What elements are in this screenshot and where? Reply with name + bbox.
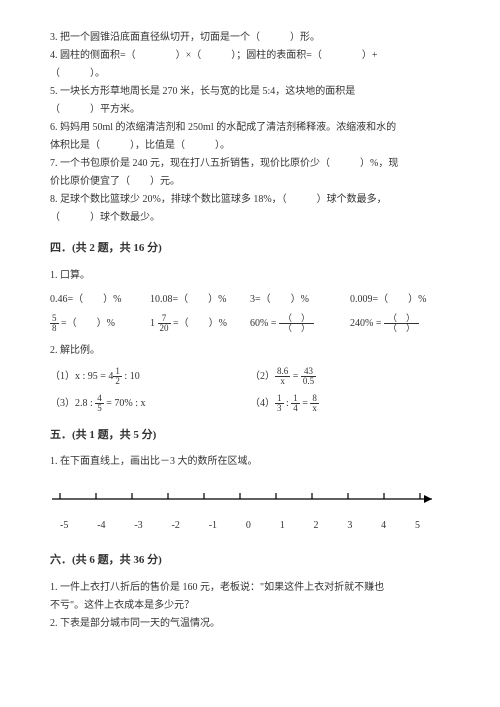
fraction-blank-1: （ ）（ ） (279, 314, 314, 333)
tick-label: 5 (415, 518, 420, 534)
solve-3-post: = 70% : x (104, 397, 146, 408)
tick-label: 4 (381, 518, 386, 534)
fraction-8-x: 8x (310, 394, 319, 413)
fraction-86-x: 8.6x (275, 367, 290, 386)
number-line-labels: -5 -4 -3 -2 -1 0 1 2 3 4 5 (60, 518, 420, 534)
solve-row-2: （3）2.8 : 45 = 70% : x （4）13 : 14 = 8x (50, 394, 450, 413)
solve-4: （4）13 : 14 = 8x (250, 394, 450, 413)
solve-1: （1）x : 95 = 412 : 10 (50, 367, 250, 386)
calc-r2c2-pre: 1 (150, 317, 158, 328)
solve-4-mid: : (284, 397, 292, 408)
calc-r2c3-pre: 60% = (250, 317, 279, 328)
question-6-line2: 体积比是（ ），比值是（ ）。 (50, 138, 450, 154)
calc-row-2: 58 =（ ）% 1 720 =（ ）% 60% = （ ）（ ） 240% =… (50, 314, 450, 333)
solve-row-1: （1）x : 95 = 412 : 10 （2）8.6x = 430.5 (50, 367, 450, 386)
solve-2-pre: （2） (250, 370, 275, 381)
solve-3-pre: （3）2.8 : (50, 397, 95, 408)
number-line: -5 -4 -3 -2 -1 0 1 2 3 4 5 (50, 484, 450, 534)
section-5-title: 五．(共 1 题，共 5 分) (50, 427, 450, 445)
calc-r2c2-post: =（ ）% (171, 317, 227, 328)
calc-r2c1-post: =（ ）% (59, 317, 115, 328)
question-4-line1: 4. 圆柱的侧面积=（ ）×（ ）；圆柱的表面积=（ ）+ (50, 48, 450, 64)
fraction-43-05: 430.5 (301, 367, 316, 386)
solve-1-pre: （1）x : 95 = 4 (50, 370, 113, 381)
fraction-1-3: 13 (275, 394, 284, 413)
calc-r1c1: 0.46=（ ）% (50, 292, 150, 308)
tick-label: -4 (97, 518, 105, 534)
fraction-blank-2: （ ）（ ） (384, 314, 419, 333)
calc-row-1: 0.46=（ ）% 10.08=（ ）% 3=（ ）% 0.009=（ ）% (50, 292, 450, 308)
question-5-line1: 5. 一块长方形草地周长是 270 米，长与宽的比是 5:4，这块地的面积是 (50, 84, 450, 100)
calc-r2c2: 1 720 =（ ）% (150, 314, 250, 333)
tick-label: 3 (347, 518, 352, 534)
section-4-q1: 1. 口算。 (50, 268, 450, 284)
solve-4-pre: （4） (250, 397, 275, 408)
calc-r1c4: 0.009=（ ）% (350, 292, 450, 308)
question-4-line2: （ ）。 (50, 66, 450, 82)
tick-label: -5 (60, 518, 68, 534)
solve-1-post: : 10 (122, 370, 140, 381)
fraction-4-5: 45 (95, 394, 104, 413)
number-line-svg (50, 484, 440, 512)
calc-r2c4: 240% = （ ）（ ） (350, 314, 450, 333)
tick-label: 2 (314, 518, 319, 534)
tick-label: -3 (134, 518, 142, 534)
tick-label: 1 (280, 518, 285, 534)
section-5-q1: 1. 在下面直线上，画出比－3 大的数所在区域。 (50, 454, 450, 470)
calc-r1c2: 10.08=（ ）% (150, 292, 250, 308)
section-6-q1-line2: 不亏"。这件上衣成本是多少元？ (50, 598, 450, 614)
question-7-line1: 7. 一个书包原价是 240 元，现在打八五折销售，现价比原价少（ ）%，现 (50, 156, 450, 172)
section-6-q2: 2. 下表是部分城市同一天的气温情况。 (50, 616, 450, 632)
question-8-line2: （ ）球个数最少。 (50, 210, 450, 226)
calc-r2c1: 58 =（ ）% (50, 314, 150, 333)
question-7-line2: 价比原价便宜了（ ）元。 (50, 174, 450, 190)
tick-label: -2 (172, 518, 180, 534)
section-6-title: 六．(共 6 题，共 36 分) (50, 552, 450, 570)
solve-2: （2）8.6x = 430.5 (250, 367, 450, 386)
section-6-q1-line1: 1. 一件上衣打八折后的售价是 160 元，老板说："如果这件上衣对折就不赚也 (50, 580, 450, 596)
fraction-1-2: 12 (113, 367, 122, 386)
question-6-line1: 6. 妈妈用 50ml 的浓缩清洁剂和 250ml 的水配成了清洁剂稀释液。浓缩… (50, 120, 450, 136)
fraction-5-8: 58 (50, 314, 59, 333)
fraction-1-4: 14 (291, 394, 300, 413)
section-4-q2: 2. 解比例。 (50, 343, 450, 359)
calc-r2c3: 60% = （ ）（ ） (250, 314, 350, 333)
calc-r2c4-pre: 240% = (350, 317, 384, 328)
tick-label: -1 (209, 518, 217, 534)
question-5-line2: （ ）平方米。 (50, 102, 450, 118)
solve-3: （3）2.8 : 45 = 70% : x (50, 394, 250, 413)
fraction-7-20: 720 (158, 314, 171, 333)
question-8-line1: 8. 足球个数比篮球少 20%，排球个数比篮球多 18%，（ ）球个数最多， (50, 192, 450, 208)
solve-2-eq: = (290, 370, 301, 381)
question-3: 3. 把一个圆锥沿底面直径纵切开，切面是一个（ ）形。 (50, 30, 450, 46)
solve-4-eq: = (300, 397, 311, 408)
tick-label: 0 (246, 518, 251, 534)
calc-r1c3: 3=（ ）% (250, 292, 350, 308)
section-4-title: 四．(共 2 题，共 16 分) (50, 240, 450, 258)
